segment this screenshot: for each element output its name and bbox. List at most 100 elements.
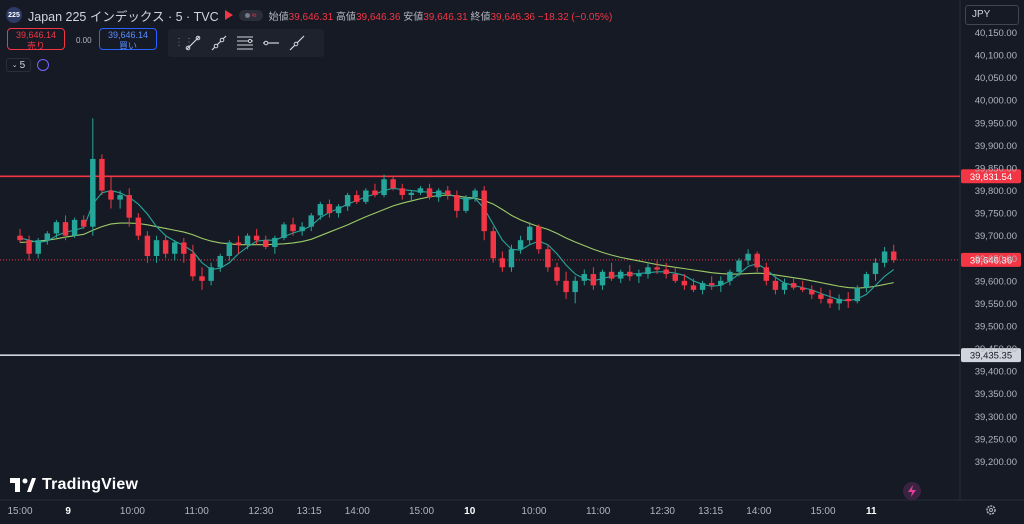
candle-body <box>235 242 242 245</box>
wave-icon: ≈ <box>251 9 257 20</box>
candle-body <box>499 258 506 268</box>
candle-body <box>790 283 797 288</box>
symbol-title[interactable]: Japan 225 インデックス · 5 · TVC <box>28 9 219 24</box>
price-tick-label: 39,700.00 <box>975 231 1017 242</box>
spread-value: 0.00 <box>76 36 92 45</box>
candles <box>17 118 897 311</box>
candle-body <box>90 158 96 227</box>
candle-body <box>581 274 588 281</box>
candle-body <box>827 298 833 304</box>
candle-body <box>663 269 669 275</box>
lightning-icon[interactable] <box>903 482 921 500</box>
extended-line-icon[interactable] <box>284 31 310 55</box>
candle-body <box>399 188 405 196</box>
resistance-price-label: 39,831.54 <box>970 172 1012 183</box>
candle-body <box>199 276 205 281</box>
candle-body <box>526 226 533 241</box>
candle-body <box>563 280 569 293</box>
candle-body <box>718 280 724 286</box>
candle-body <box>181 242 187 254</box>
candle-body <box>317 204 324 216</box>
candle-body <box>117 195 123 200</box>
candle-body <box>71 219 78 236</box>
currency-selector[interactable]: JPY <box>965 5 1019 25</box>
candle-body <box>445 190 451 196</box>
candle-body <box>836 298 842 304</box>
open-value: 39,646.31 <box>288 11 334 23</box>
candle-body <box>35 240 41 254</box>
candle-body <box>290 224 296 232</box>
tradingview-logo-text: TradingView <box>42 476 139 493</box>
fib-retracement-icon[interactable] <box>232 31 258 55</box>
high-value: 39,646.36 <box>355 11 401 23</box>
candle-body <box>454 195 460 211</box>
time-tick-label: 13:15 <box>698 506 723 517</box>
candle-body <box>699 283 706 290</box>
candle-body <box>272 237 278 247</box>
visibility-toggle[interactable]: ≈ <box>238 9 263 21</box>
price-tick-label: 39,450.00 <box>975 344 1017 355</box>
sell-button[interactable]: 39,646.14 売り <box>7 28 65 51</box>
candle-body <box>153 240 160 256</box>
candle-body <box>144 235 151 256</box>
candle-body <box>463 197 469 211</box>
time-tick-label: 15:00 <box>7 506 32 517</box>
open-label: 始値 <box>268 11 289 23</box>
candle-body <box>390 179 396 189</box>
ray-icon[interactable] <box>206 31 232 55</box>
candle-body <box>381 179 387 196</box>
symbol-header: 225 Japan 225 インデックス · 5 · TVC ≈ 始値39,64… <box>6 6 612 24</box>
candle-body <box>763 267 770 281</box>
candle-body <box>645 267 651 275</box>
price-tick-label: 39,250.00 <box>975 434 1017 445</box>
candle-body <box>517 240 524 250</box>
close-value: 39,646.36 <box>490 11 536 23</box>
candle-body <box>481 190 487 232</box>
sell-price: 39,646.14 <box>15 30 57 40</box>
indicator-status-icon[interactable] <box>37 59 49 71</box>
time-tick-label: 14:00 <box>345 506 370 517</box>
candle-body <box>344 195 351 207</box>
time-tick-label: 11:00 <box>185 506 210 517</box>
candle-body <box>508 249 515 268</box>
time-tick-label: 13:15 <box>297 506 322 517</box>
price-tick-label: 39,750.00 <box>975 209 1017 220</box>
candle-body <box>627 271 633 277</box>
price-tick-label: 39,550.00 <box>975 299 1017 310</box>
candle-body <box>417 188 424 193</box>
candle-body <box>745 253 751 261</box>
horizontal-line-icon[interactable] <box>258 31 284 55</box>
settings-gear-icon[interactable] <box>985 503 997 521</box>
candle-body <box>872 262 879 275</box>
candle-body <box>654 267 660 270</box>
time-axis[interactable]: 15:00 9 10:00 11:00 12:30 13:15 14:00 15:00 10 10… <box>7 506 876 517</box>
interval-selector[interactable]: ⌄ 5 <box>6 58 31 72</box>
price-tick-label: 39,850.00 <box>975 163 1017 174</box>
candle-body <box>754 253 760 268</box>
time-tick-label: 9 <box>65 506 71 517</box>
trend-line-icon[interactable] <box>180 31 206 55</box>
time-tick-label: 15:00 <box>811 506 836 517</box>
buy-price: 39,646.14 <box>107 30 149 40</box>
candle-body <box>854 287 861 302</box>
candle-body <box>545 249 551 268</box>
last-price-label: 39,646.36 <box>970 255 1012 266</box>
price-axis[interactable]: 39,200.00 39,250.00 39,300.00 39,350.00 39,4… <box>975 28 1017 468</box>
buy-button[interactable]: 39,646.14 買い <box>99 28 157 51</box>
candle-body <box>863 274 870 288</box>
candle-body <box>171 242 178 254</box>
candle-body <box>472 190 478 198</box>
time-tick-label: 10:00 <box>521 506 546 517</box>
tradingview-logo-icon <box>10 478 36 492</box>
candle-body <box>62 222 69 236</box>
change-value: −18.32 (−0.05%) <box>537 11 613 23</box>
candle-body <box>363 190 369 202</box>
candle-body <box>617 271 624 279</box>
candle-body <box>263 240 269 247</box>
candle-body <box>226 242 233 256</box>
candle-body <box>809 289 815 295</box>
price-tick-label: 39,900.00 <box>975 141 1017 152</box>
candle-body <box>772 280 779 290</box>
symbol-logo: 225 <box>6 7 22 23</box>
